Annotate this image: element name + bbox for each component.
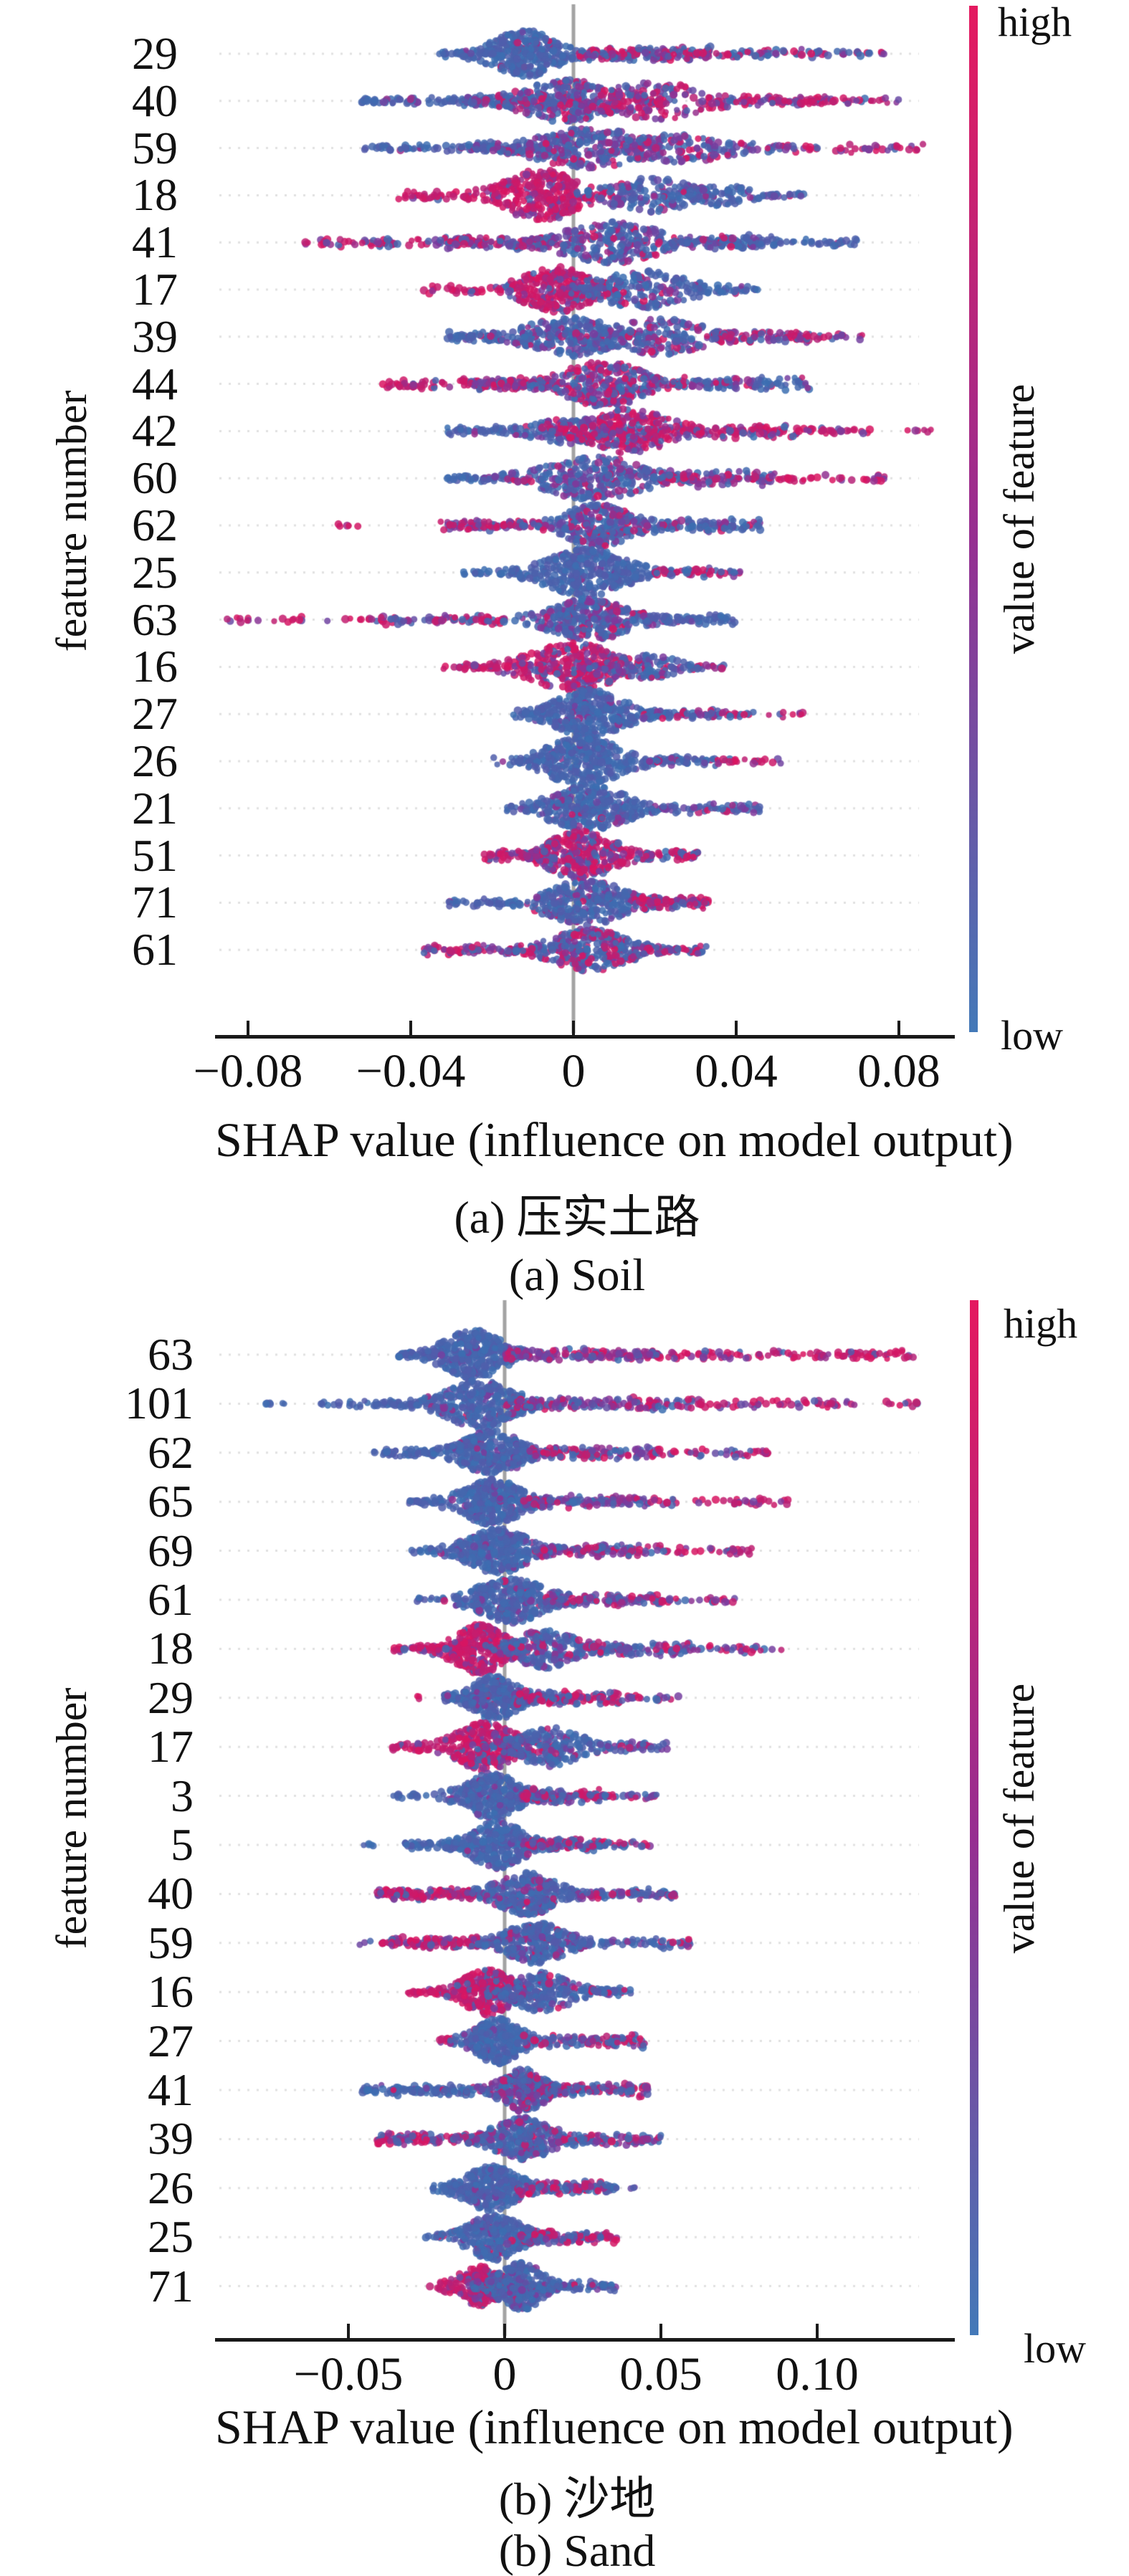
x-tick-mark — [735, 1021, 738, 1035]
x-tick-mark — [659, 2324, 662, 2338]
x-tick-mark — [816, 2324, 819, 2338]
beeswarm-canvas-a — [215, 3, 955, 1036]
x-tick-label: 0.04 — [695, 1045, 778, 1097]
feature-label: 27 — [132, 688, 178, 740]
feature-label: 59 — [148, 1917, 194, 1968]
feature-label: 21 — [132, 782, 178, 834]
feature-label: 25 — [148, 2211, 194, 2263]
feature-label: 61 — [148, 1574, 194, 1625]
x-tick-label: 0.08 — [857, 1045, 940, 1097]
caption-a-en: (a) Soil — [508, 1249, 646, 1300]
x-tick-label: −0.05 — [293, 2348, 404, 2400]
feature-label: 63 — [132, 593, 178, 645]
feature-label: 26 — [148, 2162, 194, 2213]
x-axis-line-a — [215, 1035, 955, 1039]
feature-label: 63 — [148, 1329, 194, 1380]
feature-label: 62 — [148, 1426, 194, 1478]
x-tick-mark — [897, 1021, 900, 1035]
feature-label: 41 — [132, 216, 178, 268]
x-tick-label: 0 — [561, 1045, 586, 1097]
feature-label: 44 — [132, 358, 178, 409]
feature-label: 17 — [148, 1721, 194, 1773]
colorbar-b-high-label: high — [1004, 1300, 1078, 1347]
feature-label: 39 — [148, 2113, 194, 2165]
colorbar-a — [969, 6, 978, 1032]
colorbar-b-low-label: low — [1024, 2325, 1086, 2372]
feature-label: 65 — [148, 1476, 194, 1527]
feature-label: 60 — [132, 452, 178, 504]
feature-label: 51 — [132, 829, 178, 881]
colorbar-b-title: value of feature — [996, 1683, 1043, 1954]
feature-label: 5 — [171, 1819, 194, 1870]
x-tick-mark — [572, 1021, 575, 1035]
feature-label: 42 — [132, 405, 178, 457]
feature-label: 71 — [148, 2260, 194, 2312]
feature-label: 61 — [132, 924, 178, 975]
x-tick-label: −0.08 — [193, 1045, 303, 1097]
feature-label: 18 — [148, 1623, 194, 1674]
feature-label: 40 — [148, 1868, 194, 1919]
colorbar-a-high-label: high — [998, 0, 1072, 45]
colorbar-b — [970, 1300, 978, 2335]
feature-label: 3 — [171, 1770, 194, 1821]
x-axis-title-a: SHAP value (influence on model output) — [215, 1112, 1014, 1167]
x-axis-line-b — [215, 2338, 955, 2342]
x-tick-label: 0.05 — [619, 2348, 702, 2400]
feature-label: 62 — [132, 500, 178, 550]
feature-label: 29 — [148, 1671, 194, 1723]
feature-label: 59 — [132, 122, 178, 173]
x-tick-mark — [503, 2324, 506, 2338]
x-tick-mark — [347, 2324, 350, 2338]
feature-label: 29 — [132, 28, 178, 79]
caption-a-zh: (a) 压实土路 — [454, 1192, 700, 1243]
feature-label: 101 — [125, 1378, 194, 1429]
feature-label: 26 — [132, 735, 178, 786]
colorbar-a-title: value of feature — [996, 383, 1043, 654]
x-tick-label: 0 — [492, 2348, 517, 2400]
feature-label: 41 — [148, 2064, 194, 2115]
feature-label: 25 — [132, 546, 178, 598]
feature-label: 71 — [132, 877, 178, 928]
x-tick-mark — [409, 1021, 412, 1035]
feature-label: 18 — [132, 169, 178, 221]
beeswarm-canvas-b — [215, 1299, 955, 2338]
x-tick-mark — [247, 1021, 249, 1035]
feature-label: 17 — [132, 264, 178, 315]
caption-b-en: (b) Sand — [498, 2525, 656, 2576]
colorbar-a-low-label: low — [1001, 1012, 1063, 1059]
caption-b-zh: (b) 沙地 — [498, 2474, 656, 2524]
feature-label: 16 — [132, 641, 178, 692]
feature-label: 39 — [132, 310, 178, 362]
x-tick-label: −0.04 — [356, 1045, 466, 1097]
feature-label: 27 — [148, 2015, 194, 2066]
x-axis-title-b: SHAP value (influence on model output) — [215, 2400, 1014, 2454]
feature-label: 40 — [132, 75, 178, 126]
feature-label: 69 — [148, 1525, 194, 1576]
x-tick-label: 0.10 — [776, 2348, 859, 2400]
feature-label: 16 — [148, 1966, 194, 2018]
